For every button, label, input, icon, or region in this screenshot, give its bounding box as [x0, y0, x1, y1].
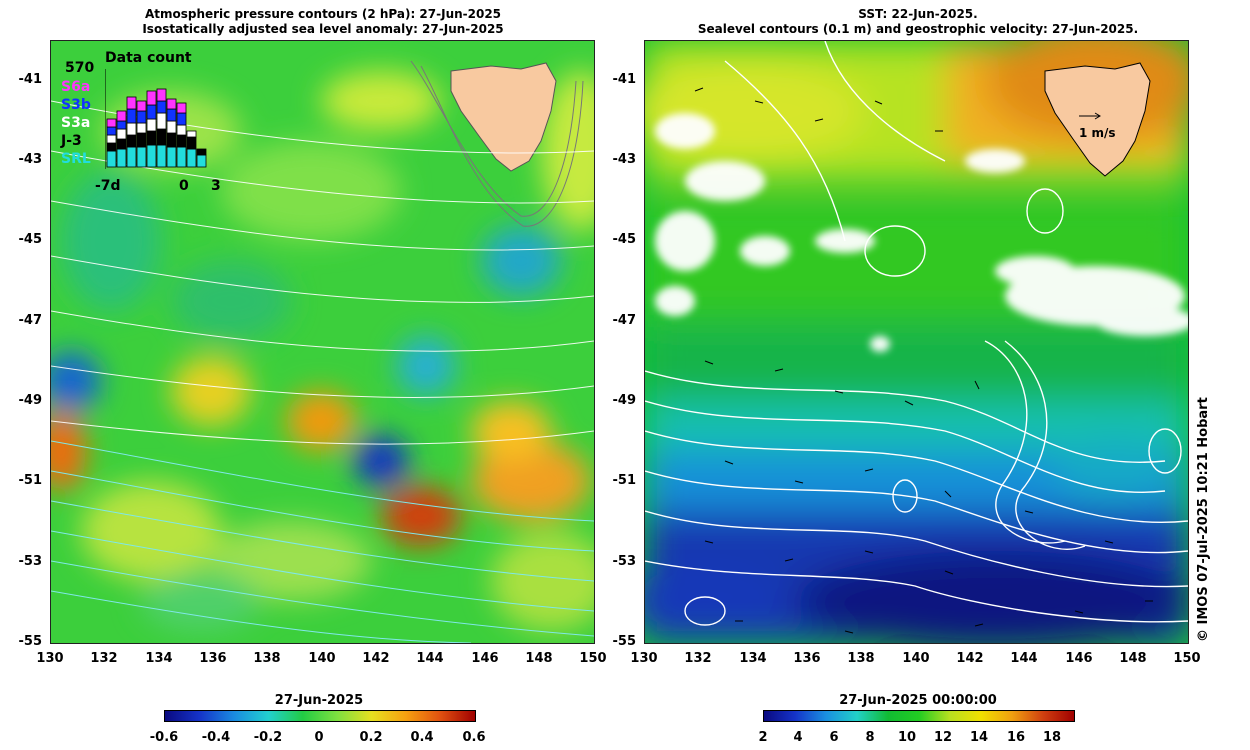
legend-s6a: S6a [61, 79, 91, 95]
colorbar-tick: 0.6 [462, 730, 486, 745]
velocity-scale-arrow [1079, 112, 1101, 120]
lon-tick: 132 [684, 651, 712, 666]
colorbar-tick: -0.4 [201, 730, 231, 745]
lon-tick: 146 [1065, 651, 1093, 666]
lat-tick: -49 [612, 393, 637, 408]
lon-tick: 138 [847, 651, 875, 666]
colorbar-tick: 4 [793, 730, 803, 745]
colorbar-tick: 12 [933, 730, 953, 745]
sst-map: 1 m/s [644, 40, 1189, 644]
lon-tick: 140 [308, 651, 336, 666]
right-title-line1: SST: 22-Jun-2025. [858, 7, 978, 21]
left-title: Atmospheric pressure contours (2 hPa): 2… [40, 7, 606, 37]
colorbar-tick: 0 [314, 730, 324, 745]
lon-tick: 146 [471, 651, 499, 666]
right-title: SST: 22-Jun-2025. Sealevel contours (0.1… [640, 7, 1196, 37]
hist-xlabel-end: 3 [211, 178, 221, 194]
right-colorbar-title: 27-Jun-2025 00:00:00 [839, 693, 997, 708]
colorbar-tick: 10 [897, 730, 917, 745]
lon-tick: 130 [630, 651, 658, 666]
right-colorbar [763, 710, 1075, 722]
lat-tick: -53 [18, 554, 43, 569]
colorbar-tick: -0.6 [149, 730, 179, 745]
lat-tick: -41 [18, 72, 43, 87]
lat-tick: -53 [612, 554, 637, 569]
sla-field [51, 41, 594, 643]
lat-tick: -55 [612, 634, 637, 649]
lon-tick: 144 [1010, 651, 1038, 666]
lon-tick: 148 [1119, 651, 1147, 666]
colorbar-tick: 14 [969, 730, 989, 745]
hist-xlabel-start: -7d [95, 178, 121, 194]
left-colorbar-title: 27-Jun-2025 [274, 693, 364, 708]
lat-tick: -55 [18, 634, 43, 649]
lon-tick: 150 [1173, 651, 1201, 666]
lon-tick: 144 [416, 651, 444, 666]
colorbar-tick: 0.2 [359, 730, 383, 745]
lon-tick: 134 [145, 651, 173, 666]
lon-tick: 134 [739, 651, 767, 666]
lat-tick: -45 [612, 232, 637, 247]
legend-s3a: S3a [61, 115, 91, 131]
lat-tick: -43 [18, 152, 43, 167]
colorbar-tick: 2 [758, 730, 768, 745]
lon-tick: 142 [956, 651, 984, 666]
lon-tick: 136 [793, 651, 821, 666]
colorbar-tick: 18 [1042, 730, 1062, 745]
lat-tick: -47 [18, 313, 43, 328]
colorbar-tick: -0.2 [253, 730, 283, 745]
colorbar-tick: 6 [829, 730, 839, 745]
right-title-line2: Sealevel contours (0.1 m) and geostrophi… [697, 22, 1139, 36]
colorbar-tick: 8 [865, 730, 875, 745]
lat-tick: -51 [612, 473, 637, 488]
sst-field [645, 41, 1188, 643]
data-count-max: 570 [65, 60, 95, 76]
lat-tick: -49 [18, 393, 43, 408]
left-title-line2: Isostatically adjusted sea level anomaly… [142, 22, 504, 36]
legend-j3: J-3 [61, 133, 82, 149]
lon-tick: 136 [199, 651, 227, 666]
lon-tick: 132 [90, 651, 118, 666]
lon-tick: 150 [579, 651, 607, 666]
colorbar-tick: 0.4 [410, 730, 434, 745]
left-title-line1: Atmospheric pressure contours (2 hPa): 2… [144, 7, 502, 21]
lat-tick: -51 [18, 473, 43, 488]
lon-tick: 148 [525, 651, 553, 666]
data-count-title: Data count [105, 50, 192, 66]
lat-tick: -43 [612, 152, 637, 167]
left-colorbar [164, 710, 476, 722]
data-count-histogram [105, 69, 207, 169]
hist-xlabel-zero: 0 [179, 178, 189, 194]
legend-s3b: S3b [61, 97, 91, 113]
lat-tick: -47 [612, 313, 637, 328]
lat-tick: -45 [18, 232, 43, 247]
sea-level-anomaly-map: Data count 570 S6a S3b S3a J-3 SRL -7d 0… [50, 40, 595, 644]
lon-tick: 138 [253, 651, 281, 666]
lat-tick: -41 [612, 72, 637, 87]
lon-tick: 140 [902, 651, 930, 666]
lon-tick: 130 [36, 651, 64, 666]
imos-credit: © IMOS 07-Jul-2025 10:21 Hobart [1196, 397, 1211, 642]
velocity-scale-label: 1 m/s [1079, 126, 1116, 140]
lon-tick: 142 [362, 651, 390, 666]
legend-srl: SRL [61, 151, 91, 167]
colorbar-tick: 16 [1006, 730, 1026, 745]
